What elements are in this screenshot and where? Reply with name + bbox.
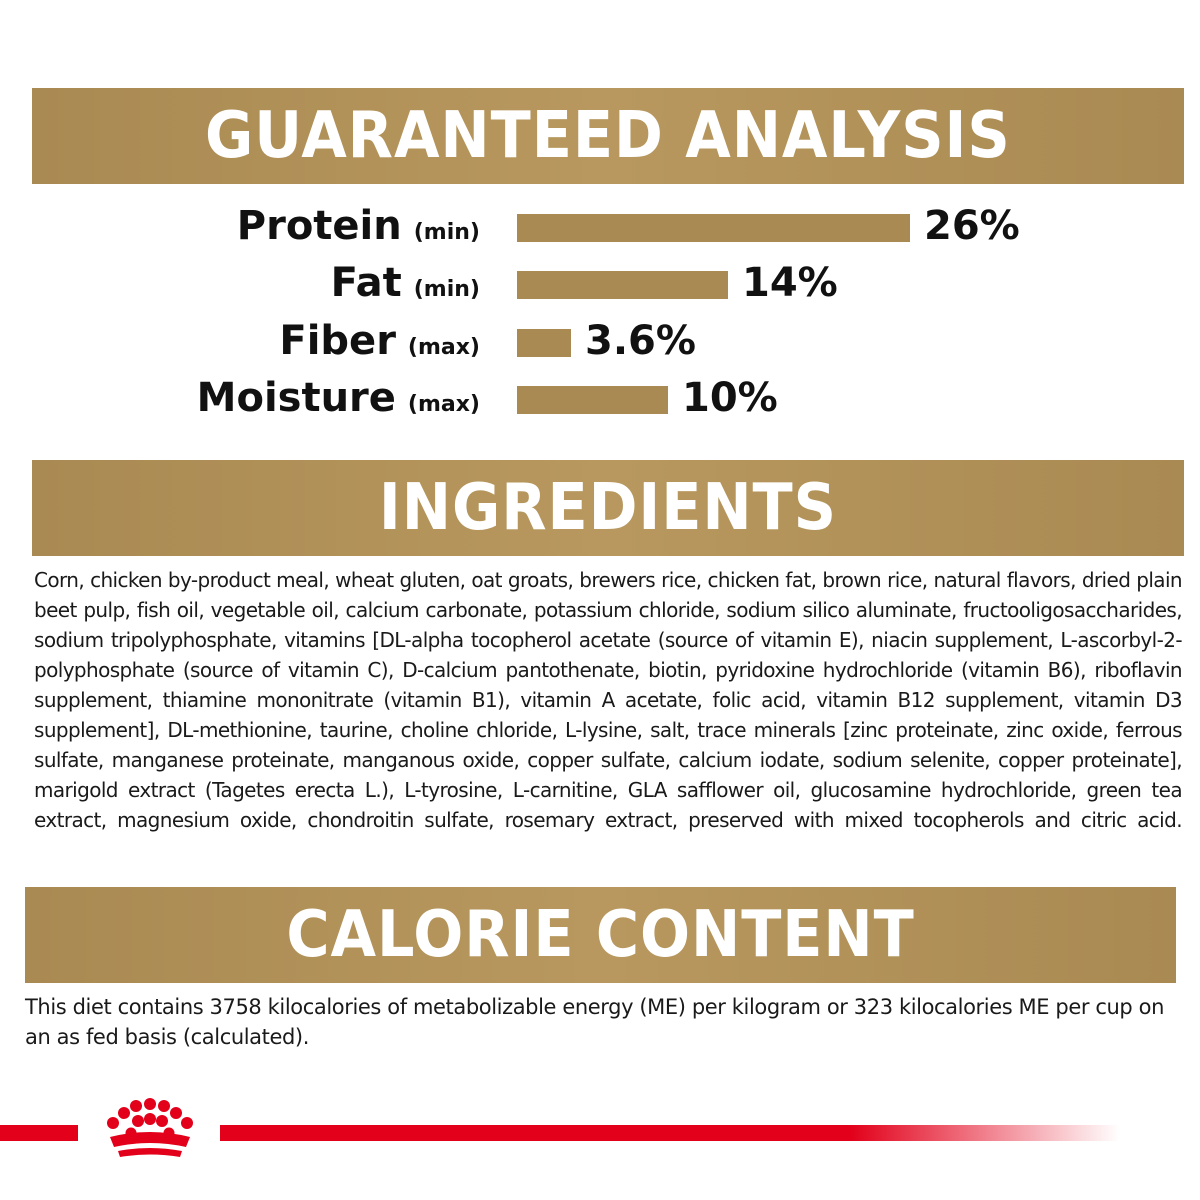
nutrient-qualifier: (min)	[413, 220, 480, 245]
nutrient-name: Fiber	[279, 318, 396, 364]
analysis-row-fat: Fat (min) 14%	[0, 260, 1200, 310]
nutrient-qualifier: (min)	[413, 277, 480, 302]
nutrient-label: Fat (min)	[331, 260, 480, 310]
calorie-content-banner: CALORIE CONTENT	[25, 887, 1176, 983]
guaranteed-analysis-title: GUARANTEED ANALYSIS	[205, 99, 1011, 173]
nutrient-percent: 14%	[742, 260, 838, 306]
nutrient-name: Moisture	[196, 375, 396, 421]
ingredients-title: INGREDIENTS	[378, 471, 838, 545]
calorie-content-text: This diet contains 3758 kilocalories of …	[25, 995, 1164, 1049]
nutrient-name: Protein	[236, 203, 402, 249]
nutrient-percent: 3.6%	[585, 318, 696, 364]
nutrient-percent: 26%	[924, 203, 1020, 249]
brand-line-left	[0, 1125, 78, 1141]
nutrient-label: Fiber (max)	[279, 318, 480, 368]
nutrient-name: Fat	[330, 260, 402, 306]
ingredients-banner: INGREDIENTS	[32, 460, 1184, 556]
nutrient-qualifier: (max)	[407, 392, 480, 417]
nutrient-qualifier: (max)	[407, 335, 480, 360]
nutrient-label: Protein (min)	[237, 203, 480, 253]
ingredients-list: Corn, chicken by-product meal, wheat glu…	[34, 568, 1183, 832]
royal-canin-crown-icon	[107, 1098, 193, 1157]
nutrient-bar	[517, 329, 571, 357]
nutrient-bar	[517, 271, 728, 299]
nutrient-bar	[517, 214, 910, 242]
analysis-row-moisture: Moisture (max) 10%	[0, 375, 1200, 425]
analysis-row-fiber: Fiber (max) 3.6%	[0, 318, 1200, 368]
nutrient-percent: 10%	[682, 375, 778, 421]
nutrient-label: Moisture (max)	[197, 375, 480, 425]
calorie-content-title: CALORIE CONTENT	[286, 898, 915, 972]
nutrient-bar	[517, 386, 668, 414]
brand-line-right	[220, 1125, 1120, 1141]
analysis-row-protein: Protein (min) 26%	[0, 203, 1200, 253]
guaranteed-analysis-banner: GUARANTEED ANALYSIS	[32, 88, 1184, 184]
